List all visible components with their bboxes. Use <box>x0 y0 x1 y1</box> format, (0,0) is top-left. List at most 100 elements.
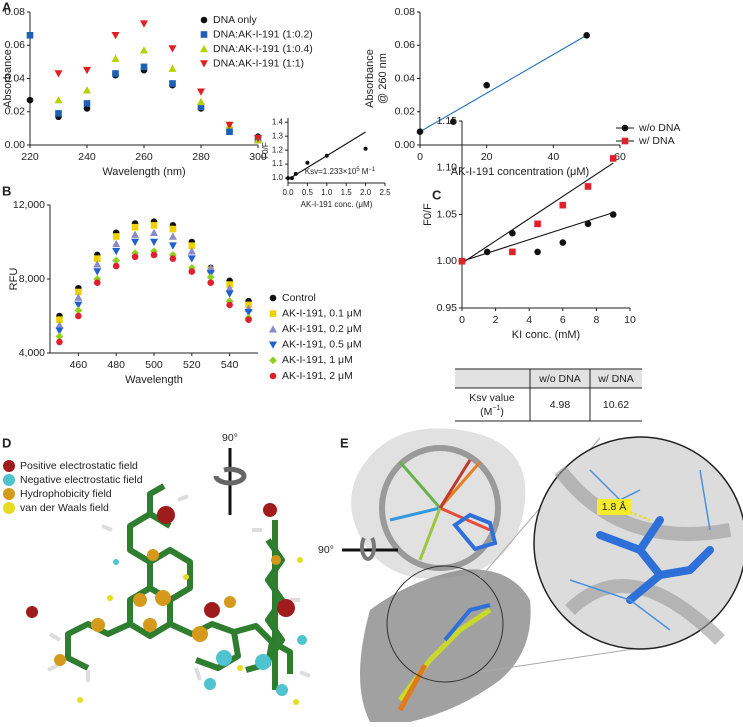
point <box>75 312 82 320</box>
point <box>244 309 253 317</box>
legend-marker <box>200 16 208 24</box>
point <box>140 20 148 28</box>
y-tick-label: 0.00 <box>5 139 26 151</box>
x-tick-label: 1.0 <box>321 188 333 197</box>
x-axis-label: Wavelength (nm) <box>102 166 185 178</box>
point <box>83 86 91 94</box>
h-bond <box>624 509 651 521</box>
y-tick-label: 0.04 <box>395 72 416 84</box>
point <box>55 110 62 117</box>
x-tick-label: 460 <box>70 359 88 371</box>
point <box>226 301 233 309</box>
legend-marker <box>269 325 277 333</box>
legend-label: Positive electrostatic field <box>20 460 138 472</box>
point <box>111 31 120 40</box>
hydrogens <box>47 494 311 682</box>
point <box>197 103 205 111</box>
point <box>55 321 64 329</box>
x-axis-label: KI conc. (mM) <box>512 329 580 341</box>
y-tick-label: 0.95 <box>437 302 458 314</box>
unit: (M <box>480 406 492 418</box>
point <box>112 247 121 256</box>
rotation-label: 90° <box>222 432 238 444</box>
point <box>483 248 491 256</box>
point <box>140 63 148 71</box>
annotation: Ksv=1.233×105 M−1 <box>305 167 376 177</box>
point <box>534 220 541 228</box>
dna-backbone <box>554 465 732 645</box>
point <box>168 232 177 240</box>
x-tick-label: 0 <box>459 314 465 326</box>
point <box>293 171 298 176</box>
panel-label: A <box>2 0 12 14</box>
rotation-arrow <box>360 537 376 561</box>
point <box>140 46 148 54</box>
x-axis-label: AK-I-191 conc. (μM) <box>301 200 373 209</box>
point <box>131 230 140 238</box>
y-tick-label: 0.02 <box>5 106 26 118</box>
point <box>225 121 234 130</box>
legend-marker <box>200 31 208 38</box>
y-tick-label: 0.08 <box>5 6 26 18</box>
point <box>150 251 158 259</box>
table-row-label: Ksv value <box>469 392 515 404</box>
point <box>55 332 64 341</box>
x-tick-label: 2.0 <box>360 188 372 197</box>
x-tick-label: 0.5 <box>302 188 314 197</box>
y-tick-label: 0.06 <box>5 39 26 51</box>
legend-label: w/o DNA <box>638 122 680 134</box>
point <box>534 248 541 256</box>
table-header: w/o DNA <box>538 373 580 385</box>
point <box>286 176 290 181</box>
point <box>131 223 139 231</box>
ligand-zoom <box>596 516 714 604</box>
point <box>583 31 590 39</box>
point <box>206 273 215 282</box>
ligand <box>397 663 428 712</box>
x-tick-label: 300 <box>249 151 267 163</box>
panel-label: E <box>340 435 349 450</box>
x-axis-label: Wavelength <box>125 374 183 386</box>
legend-marker <box>269 294 277 302</box>
x-tick-label: 240 <box>78 151 96 163</box>
annotation-exponent: 5 <box>356 167 360 173</box>
point <box>207 279 215 287</box>
point <box>509 248 516 256</box>
zoom-line <box>479 647 641 673</box>
point <box>509 229 516 237</box>
point <box>112 233 120 240</box>
point <box>93 275 102 283</box>
panel-d: Positive electrostatic field Negative el… <box>3 432 311 705</box>
point <box>93 268 102 276</box>
point <box>83 105 91 112</box>
point <box>225 284 234 292</box>
legend-marker <box>269 372 277 380</box>
annotation-text: Ksv=1.233×10 <box>305 167 357 176</box>
y-tick-label: 1.2 <box>272 145 284 154</box>
point <box>93 260 102 268</box>
point <box>112 256 121 265</box>
ligand <box>452 512 498 552</box>
y-tick-label: 0.06 <box>395 39 416 51</box>
x-tick-label: 500 <box>145 359 163 371</box>
point <box>26 96 34 104</box>
y-tick-label: 1.15 <box>437 115 458 127</box>
point <box>131 253 139 261</box>
point <box>93 255 101 262</box>
x-tick-label: 540 <box>221 359 239 371</box>
point <box>56 338 63 346</box>
legend-marker <box>200 60 208 68</box>
x-tick-label: 60 <box>614 151 626 163</box>
ligand <box>443 603 491 642</box>
table-header: w/ DNA <box>597 373 634 385</box>
point <box>188 242 196 249</box>
point <box>187 255 196 263</box>
y-axis-label: RFU <box>8 268 20 291</box>
x-tick-label: 220 <box>21 151 39 163</box>
dna-backbone <box>379 445 501 571</box>
y-tick-label: 1.10 <box>437 162 458 174</box>
point <box>150 238 158 246</box>
table-header-bg <box>455 369 642 388</box>
point <box>187 247 196 255</box>
point <box>83 100 91 107</box>
